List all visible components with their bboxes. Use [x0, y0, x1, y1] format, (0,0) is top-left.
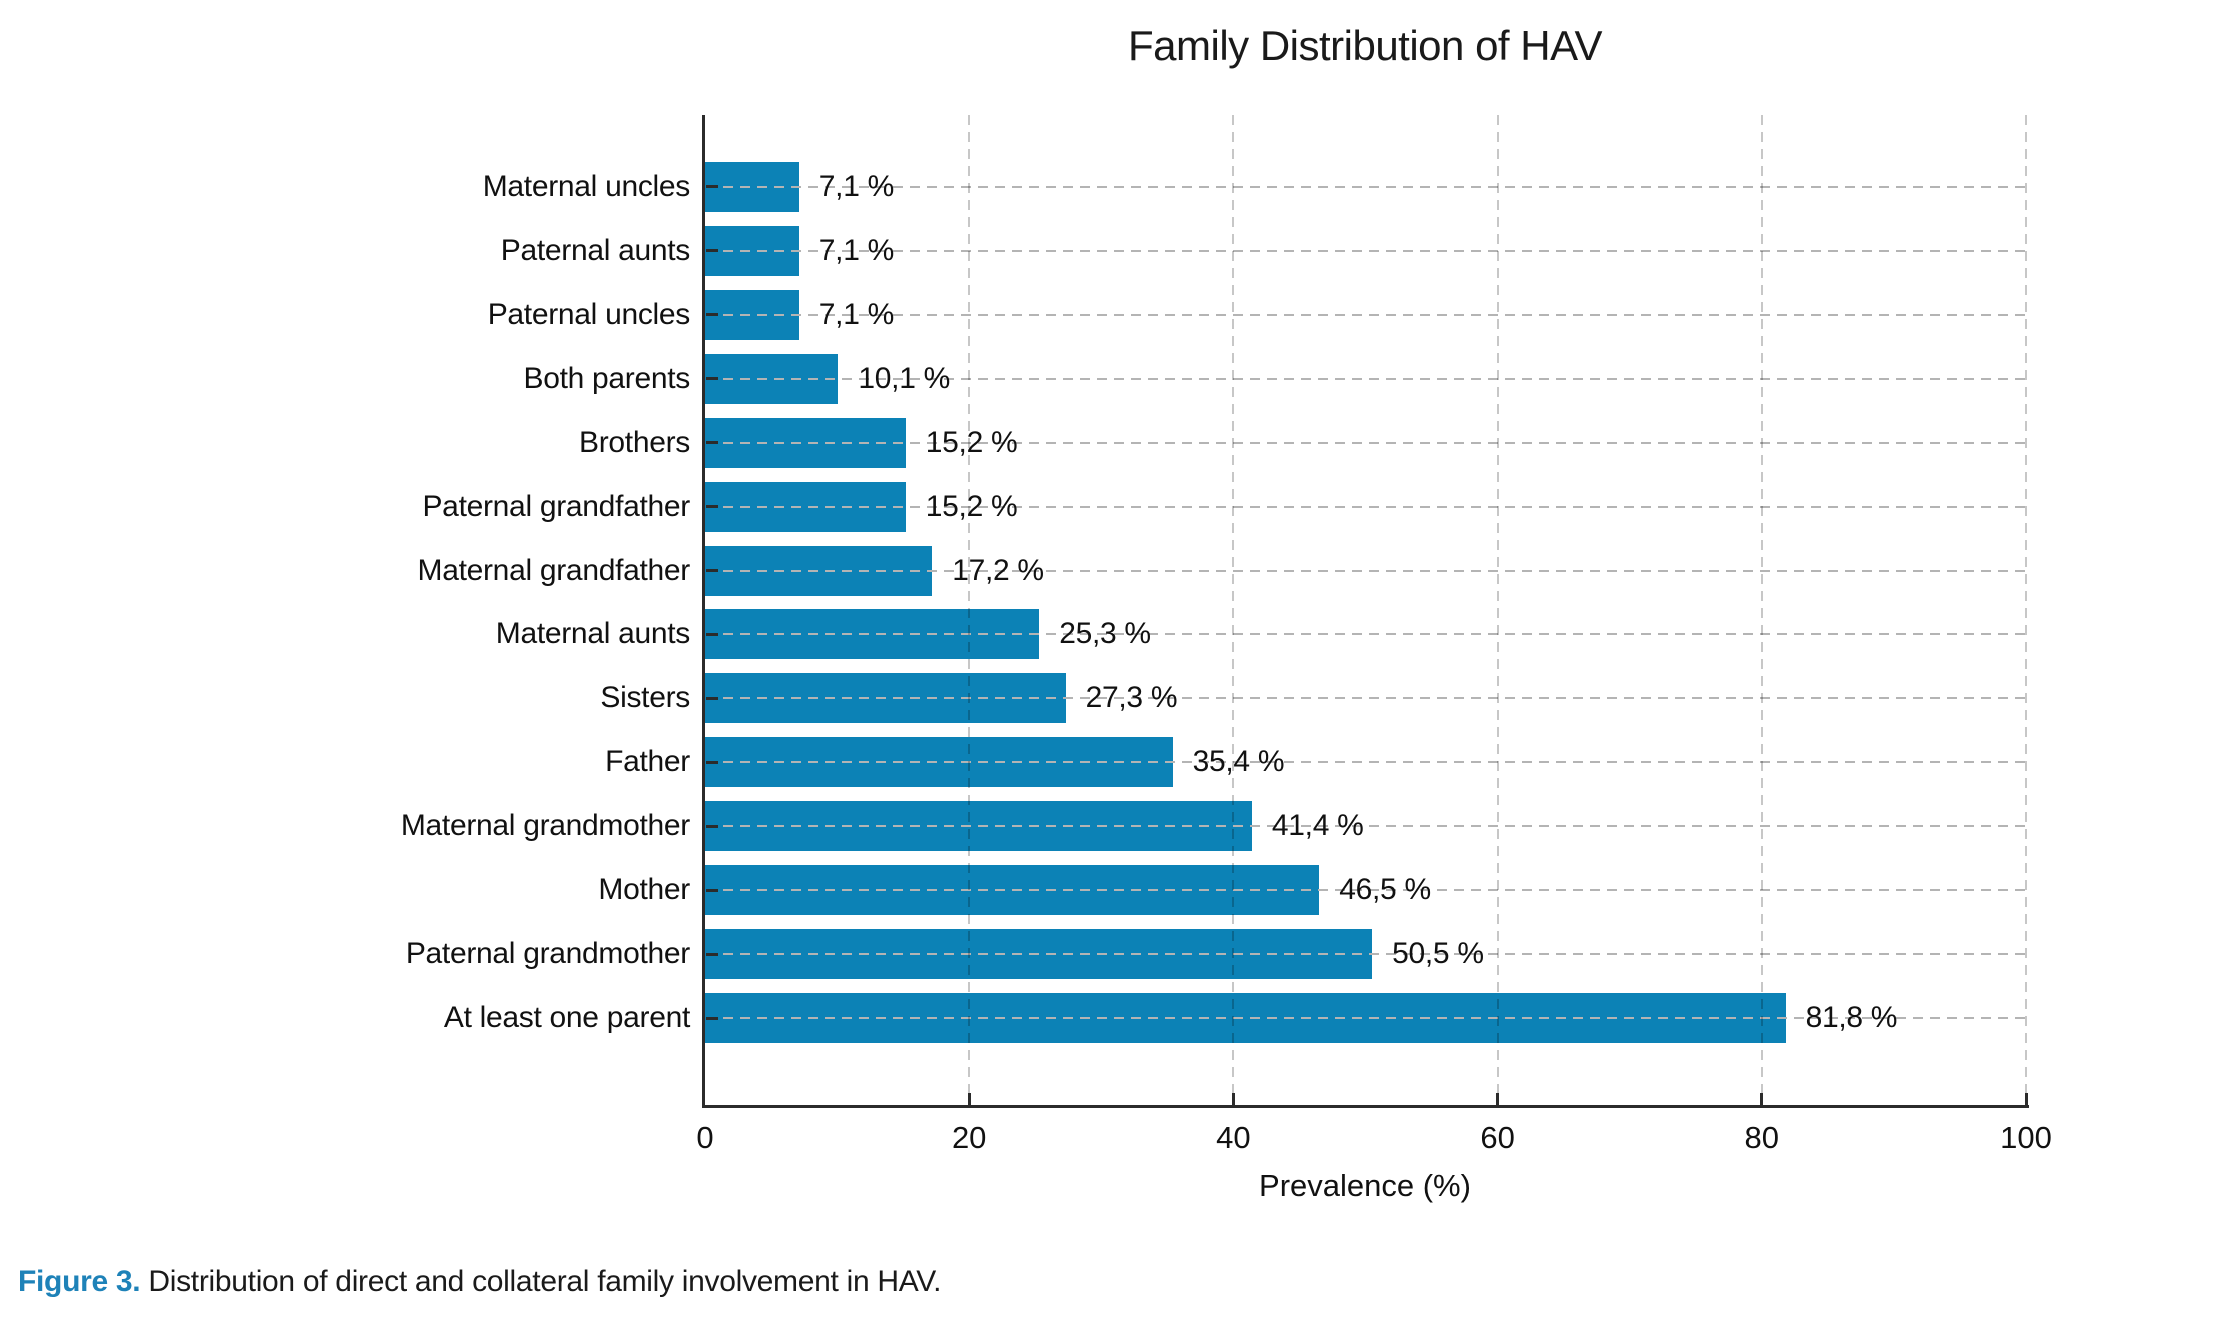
category-label: Mother: [598, 873, 690, 907]
category-label: Paternal aunts: [500, 233, 691, 267]
y-tick: [706, 185, 718, 189]
y-tick: [706, 569, 718, 573]
bar-value-label: 35,4 %: [1192, 745, 1285, 779]
y-tick: [706, 249, 718, 253]
x-tick: [2024, 1093, 2028, 1105]
h-gridline: [706, 441, 2025, 444]
h-gridline: [706, 825, 2025, 828]
bar-value-label: 10,1 %: [858, 361, 951, 395]
h-gridline: [706, 313, 2025, 316]
category-label: Maternal grandmother: [400, 809, 690, 843]
v-gridline: [1496, 115, 1499, 1105]
x-tick: [1496, 1093, 1500, 1105]
category-label: Maternal aunts: [495, 617, 691, 651]
bar-value-label: 46,5 %: [1339, 873, 1431, 907]
h-gridline: [706, 633, 2025, 636]
bar-value-label: 41,4 %: [1271, 809, 1364, 843]
caption-text: Distribution of direct and collateral fa…: [140, 1265, 942, 1298]
h-gridline: [706, 505, 2025, 508]
caption-prefix: Figure 3.: [18, 1265, 141, 1298]
x-tick-label: 0: [696, 1120, 714, 1155]
y-tick: [706, 1016, 718, 1020]
y-tick: [706, 632, 718, 636]
bar-value-label: 7,1 %: [818, 169, 895, 203]
y-tick: [706, 377, 718, 381]
bar-value-label: 15,2 %: [925, 489, 1018, 523]
bar-value-label: 7,1 %: [818, 297, 895, 331]
y-tick: [706, 696, 718, 700]
h-gridline: [706, 1017, 2025, 1020]
h-gridline: [706, 185, 2025, 188]
category-label: Father: [605, 745, 690, 779]
v-gridline: [1232, 115, 1235, 1105]
category-label: Maternal grandfather: [417, 553, 691, 587]
bar-value-label: 17,2 %: [952, 553, 1044, 587]
category-label: Paternal uncles: [487, 297, 691, 331]
bar-value-label: 50,5 %: [1392, 937, 1484, 971]
v-gridline: [968, 115, 971, 1105]
v-gridline: [1760, 115, 1763, 1105]
x-axis-title: Prevalence (%): [1259, 1168, 1471, 1203]
y-tick: [706, 313, 718, 317]
x-tick-label: 40: [1216, 1120, 1251, 1155]
x-tick: [1231, 1093, 1235, 1105]
y-tick: [706, 888, 718, 892]
x-tick-label: 80: [1744, 1120, 1780, 1155]
y-tick: [706, 505, 718, 509]
category-label: Paternal grandfather: [422, 489, 690, 523]
category-label: Brothers: [579, 425, 690, 459]
bar-value-label: 15,2 %: [925, 425, 1018, 459]
h-gridline: [706, 761, 2025, 764]
y-axis: [702, 115, 705, 1108]
bar-value-label: 27,3 %: [1085, 681, 1178, 715]
x-axis: [702, 1105, 2029, 1108]
h-gridline: [706, 953, 2025, 956]
bar-value-label: 81,8 %: [1805, 1001, 1898, 1035]
category-label: Both parents: [523, 361, 690, 395]
h-gridline: [706, 377, 2025, 380]
h-gridline: [706, 569, 2025, 572]
x-tick: [967, 1093, 971, 1105]
category-label: Sisters: [600, 681, 690, 715]
bar-value-label: 25,3 %: [1059, 617, 1151, 651]
x-tick: [1760, 1093, 1764, 1105]
x-tick-label: 60: [1480, 1120, 1515, 1155]
x-tick-label: 20: [951, 1120, 987, 1155]
h-gridline: [706, 697, 2025, 700]
h-gridline: [706, 249, 2025, 252]
y-tick: [706, 760, 718, 764]
y-tick: [706, 441, 718, 445]
category-label: Paternal grandmother: [405, 937, 690, 971]
category-label: Maternal uncles: [482, 169, 691, 203]
v-gridline: [2025, 115, 2027, 1105]
y-tick: [706, 952, 718, 956]
figure-caption: Figure 3. Distribution of direct and col…: [18, 1262, 2208, 1302]
bar-value-label: 7,1 %: [818, 233, 895, 267]
category-label: At least one parent: [443, 1001, 690, 1035]
y-tick: [706, 824, 718, 828]
chart-title: Family Distribution of HAV: [1127, 22, 1603, 69]
x-tick-label: 100: [2000, 1120, 2052, 1155]
h-gridline: [706, 889, 2025, 892]
